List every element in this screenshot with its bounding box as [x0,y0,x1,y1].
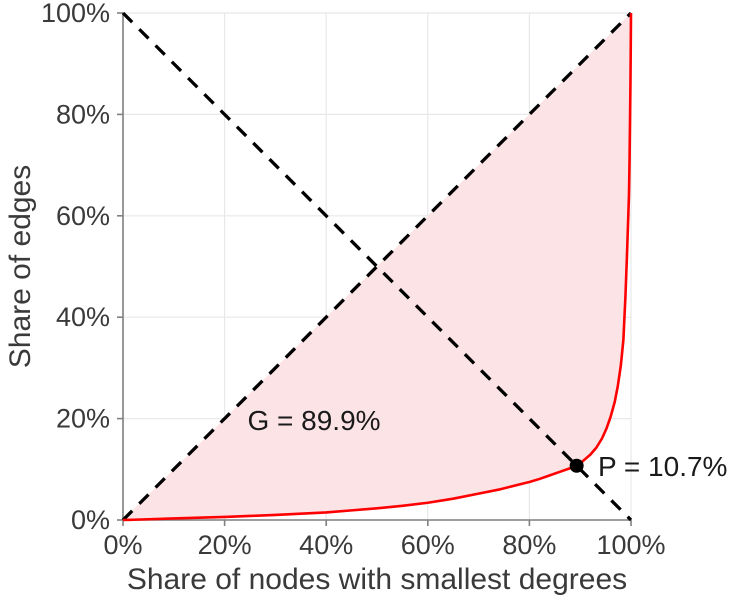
axes [122,13,631,521]
y-tick-label: 60% [56,201,110,231]
x-tick-label: 80% [502,530,556,560]
lorenz-curve [122,12,633,522]
x-tick-label: 0% [103,530,142,560]
y-tick-label: 80% [56,99,110,129]
y-tick-label: 20% [56,404,110,434]
y-axis-title: Share of edges [4,165,37,368]
x-tick-label: 20% [198,530,252,560]
gini-annotation: G = 89.9% [247,405,380,436]
y-tick-label: 0% [71,505,110,535]
x-axis-title: Share of nodes with smallest degrees [127,563,627,596]
tick-marks [117,12,632,526]
intersection-point-marker [569,458,584,473]
y-tick-label: 100% [41,0,110,28]
x-tick-label: 40% [299,530,353,560]
x-tick-label: 60% [401,530,455,560]
p-annotation: P = 10.7% [598,451,727,482]
tick-labels: 0%0% 20% 20% 40% 40% 60% 60% 80% 80% 100% 100% [41,0,666,560]
equality-dashed-line [121,11,633,522]
y-tick-label: 40% [56,302,110,332]
anti-diagonal-dashed-line [121,11,633,522]
x-tick-label: 100% [596,530,665,560]
